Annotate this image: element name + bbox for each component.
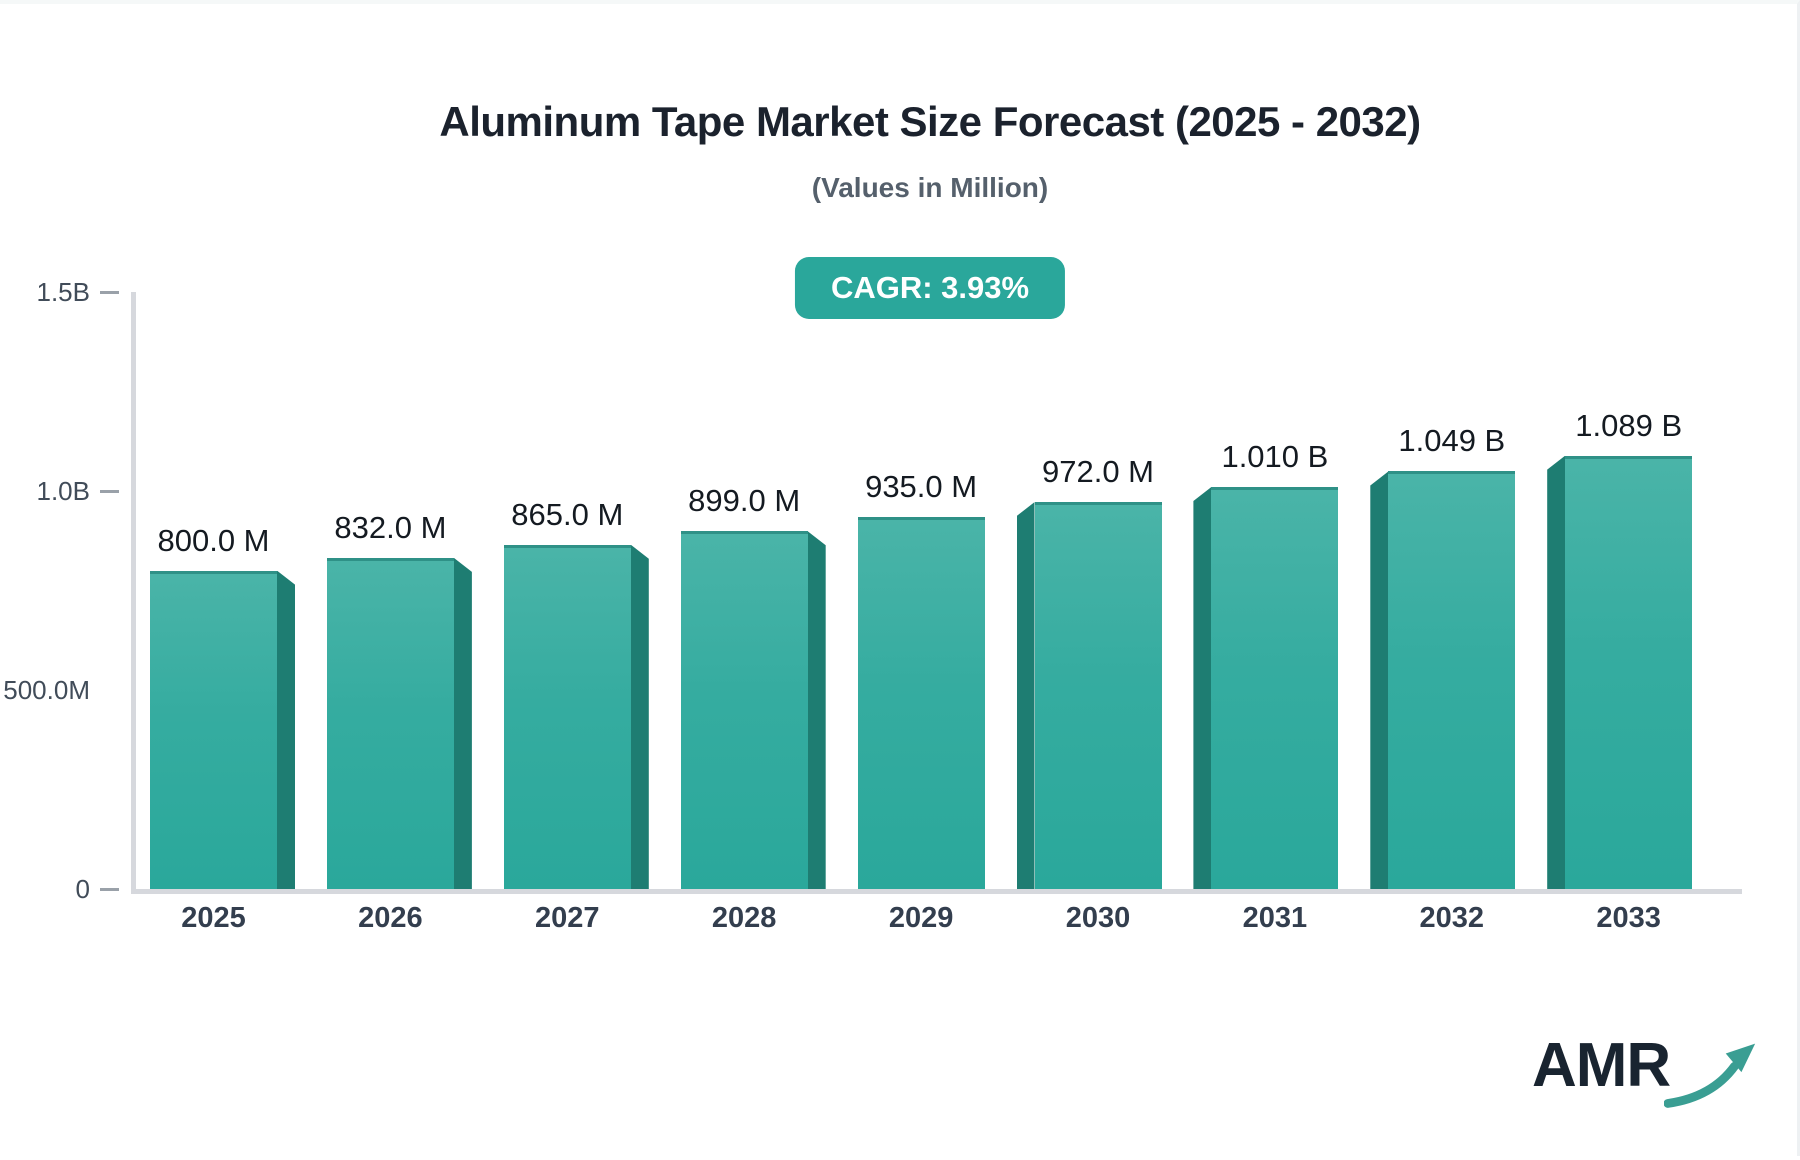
bar-3d-side xyxy=(277,570,295,889)
bar-value-label: 865.0 M xyxy=(511,496,624,532)
bar-2026 xyxy=(326,557,454,889)
bar-3d-side xyxy=(630,544,649,889)
bar-3d-side xyxy=(1370,471,1389,889)
bar-2030 xyxy=(1034,502,1162,889)
x-axis-label-2027: 2027 xyxy=(535,902,600,934)
bar-3d-side xyxy=(1016,502,1035,889)
bar-3d-side xyxy=(807,531,826,889)
y-axis-tick-mark xyxy=(100,490,119,493)
chart-subtitle: (Values in Million) xyxy=(811,172,1049,203)
y-axis-tick-label: 0 xyxy=(75,874,90,904)
x-axis-label-2025: 2025 xyxy=(181,902,246,934)
x-axis-label-2026: 2026 xyxy=(358,902,423,934)
y-axis-tick-mark xyxy=(100,291,119,294)
bar-2029 xyxy=(857,516,985,889)
bar-value-label: 1.010 B xyxy=(1221,439,1329,475)
bar-2033 xyxy=(1565,455,1693,889)
bar-3d-side xyxy=(453,557,472,889)
y-axis-tick-label: 1.0B xyxy=(36,476,91,506)
x-axis-line xyxy=(131,889,1742,894)
y-axis-tick-label: 1.5B xyxy=(36,277,91,307)
chart-title: Aluminum Tape Market Size Forecast (2025… xyxy=(439,98,1421,145)
bar-2032 xyxy=(1388,471,1516,889)
x-axis-label-2028: 2028 xyxy=(711,902,777,934)
amr-logo-text: AMR xyxy=(1532,1031,1671,1100)
bar-3d-side xyxy=(1193,487,1212,889)
x-axis-label-2032: 2032 xyxy=(1419,902,1485,934)
x-axis-label-2033: 2033 xyxy=(1596,902,1661,934)
growth-trend-arrow-icon xyxy=(1664,1043,1756,1108)
y-axis-line xyxy=(131,292,136,894)
bar-2031 xyxy=(1211,487,1339,889)
bar-3d-side xyxy=(1547,455,1566,889)
cagr-badge: CAGR: 3.93% xyxy=(794,257,1066,319)
bar-value-label: 935.0 M xyxy=(865,468,978,504)
amr-logo: AMR xyxy=(1532,1031,1762,1114)
bar-2027 xyxy=(503,544,631,889)
bar-value-label: 800.0 M xyxy=(157,522,270,558)
y-axis-tick-mark xyxy=(100,888,119,891)
bar-value-label: 1.089 B xyxy=(1575,407,1683,443)
x-axis-label-2029: 2029 xyxy=(888,902,954,934)
x-axis-label-2031: 2031 xyxy=(1242,902,1308,934)
bar-value-label: 899.0 M xyxy=(688,483,801,519)
bar-value-label: 832.0 M xyxy=(334,509,447,545)
bar-2025 xyxy=(150,570,277,889)
bar-2028 xyxy=(680,531,808,889)
x-axis-label-2030: 2030 xyxy=(1065,902,1131,934)
bar-chart: Aluminum Tape Market Size Forecast (2025… xyxy=(0,4,1800,1160)
y-axis-tick-label: 500.0M xyxy=(3,675,90,705)
bar-value-label: 972.0 M xyxy=(1041,454,1154,490)
bar-value-label: 1.049 B xyxy=(1398,423,1506,459)
